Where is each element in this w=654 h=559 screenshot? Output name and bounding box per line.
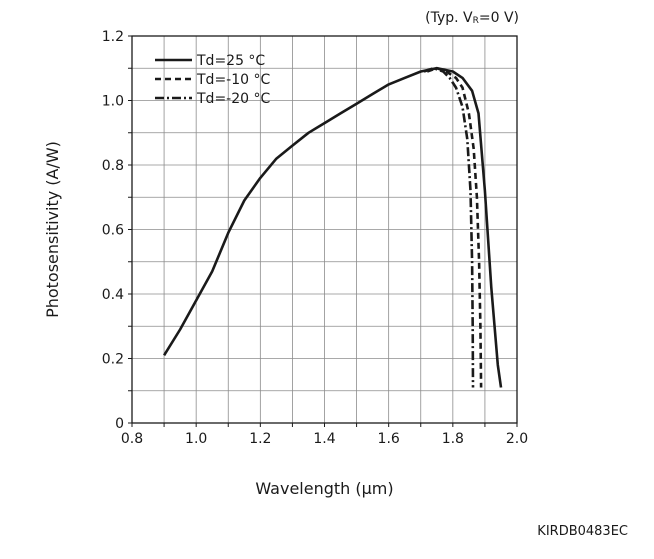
y-tick-label: 0.2 [102, 352, 124, 368]
x-axis-label: Wavelength (μm) [255, 479, 393, 498]
y-tick-label: 0.8 [102, 158, 124, 174]
legend: Td=25 °C Td=-10 °C Td=-20 °C [155, 53, 270, 107]
x-tick-label: 1.2 [249, 431, 271, 447]
x-tick-label: 2.0 [506, 431, 528, 447]
x-tick-label: 1.8 [442, 431, 464, 447]
y-tick-label: 1.0 [102, 94, 124, 110]
legend-label: Td=-20 °C [196, 91, 270, 107]
y-tick-label: 1.2 [102, 29, 124, 45]
y-tick-label: 0.6 [102, 223, 124, 239]
series-line-3 [423, 66, 475, 388]
y-tick-label: 0.4 [102, 287, 124, 303]
figure-code: KIRDB0483EC [537, 524, 628, 539]
x-tick-label: 1.4 [313, 431, 335, 447]
grid-layer [131, 35, 518, 424]
plot-frame [131, 35, 518, 424]
series-line-2 [426, 66, 483, 388]
legend-label: Td=-10 °C [196, 72, 270, 88]
y-tick-label: 0 [115, 416, 124, 432]
x-tick-label: 1.6 [378, 431, 400, 447]
series-line-1 [162, 66, 503, 388]
series-layer [162, 66, 503, 388]
measurement-condition: (Typ. VR=0 V) [425, 10, 519, 26]
tick-layer: 0.8 1.0 1.2 1.4 1.6 1.8 2.0 0 0.2 0.4 0.6 0.8 1.0 1.2 [102, 29, 528, 447]
legend-label: Td=25 °C [196, 53, 265, 69]
x-tick-label: 0.8 [121, 431, 143, 447]
x-tick-label: 1.0 [185, 431, 207, 447]
y-axis-label: Photosensitivity (A/W) [43, 141, 62, 318]
